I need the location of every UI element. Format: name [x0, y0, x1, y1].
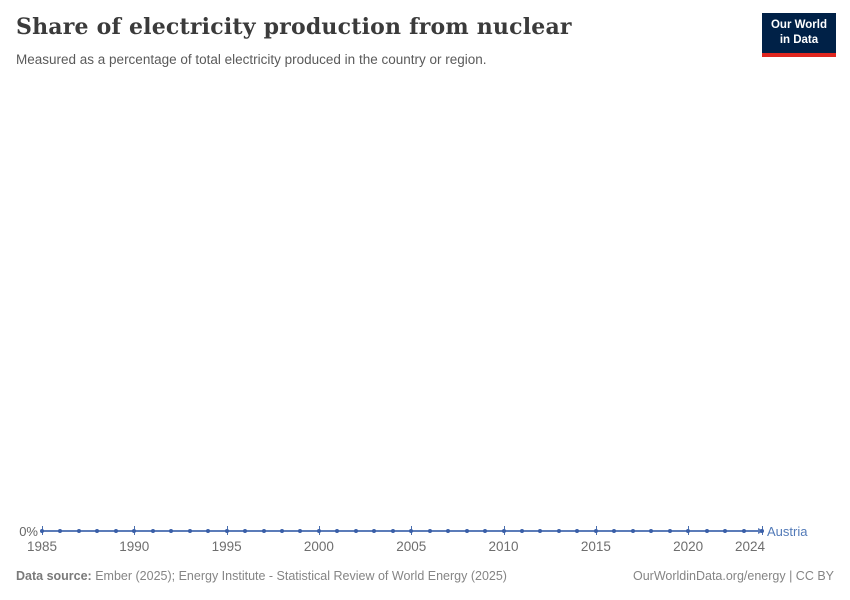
- data-point[interactable]: [501, 529, 506, 533]
- data-point[interactable]: [206, 529, 211, 533]
- data-point[interactable]: [187, 529, 192, 533]
- data-point[interactable]: [630, 529, 635, 533]
- data-point[interactable]: [741, 529, 746, 533]
- y-axis-zero-label: 0%: [19, 524, 38, 539]
- data-point[interactable]: [483, 529, 488, 533]
- data-point[interactable]: [335, 529, 340, 533]
- data-point[interactable]: [556, 529, 561, 533]
- data-point[interactable]: [280, 529, 284, 533]
- data-point[interactable]: [316, 529, 321, 533]
- data-point[interactable]: [169, 529, 174, 533]
- data-point[interactable]: [575, 529, 580, 533]
- x-tick-label: 2005: [396, 539, 427, 554]
- data-point[interactable]: [390, 529, 395, 533]
- data-point[interactable]: [40, 529, 44, 533]
- data-point[interactable]: [723, 529, 728, 533]
- x-tick-label: 1985: [26, 539, 58, 554]
- x-tick-label: 2024: [734, 539, 766, 554]
- data-point[interactable]: [261, 529, 266, 533]
- x-tick-label: 2000: [303, 539, 334, 554]
- data-point[interactable]: [520, 529, 524, 533]
- data-source-note: Data source: Ember (2025); Energy Instit…: [16, 569, 507, 583]
- data-point[interactable]: [132, 529, 137, 533]
- data-point[interactable]: [667, 529, 672, 533]
- data-point[interactable]: [464, 529, 469, 533]
- data-point[interactable]: [649, 529, 654, 533]
- data-point[interactable]: [243, 529, 248, 533]
- data-point[interactable]: [76, 529, 81, 533]
- x-tick-label: 2010: [488, 539, 519, 554]
- owid-logo[interactable]: Our World in Data: [761, 13, 836, 57]
- x-tick-label: 1995: [211, 539, 242, 554]
- data-point[interactable]: [150, 529, 155, 533]
- austria-series-line[interactable]: [42, 530, 760, 532]
- page-title: Share of electricity production from nuc…: [16, 14, 572, 40]
- data-point[interactable]: [353, 529, 358, 533]
- data-point[interactable]: [58, 529, 63, 533]
- data-source-text: Ember (2025); Energy Institute - Statist…: [95, 569, 507, 583]
- data-source-label: Data source:: [16, 569, 92, 583]
- page-subtitle: Measured as a percentage of total electr…: [16, 52, 487, 67]
- footer-attribution: OurWorldinData.org/energy | CC BY: [632, 569, 834, 583]
- data-point[interactable]: [409, 529, 414, 533]
- entity-label-austria[interactable]: Austria: [767, 524, 808, 539]
- x-tick-label: 2015: [580, 539, 611, 554]
- data-point[interactable]: [704, 529, 709, 533]
- data-point[interactable]: [427, 529, 432, 533]
- data-point[interactable]: [95, 529, 100, 533]
- data-point[interactable]: [298, 529, 303, 533]
- x-tick-label: 2020: [673, 539, 704, 554]
- data-point[interactable]: [686, 529, 691, 533]
- x-tick-label: 1990: [119, 539, 150, 554]
- data-point[interactable]: [224, 529, 229, 533]
- owid-logo-line1: Our World: [770, 19, 827, 31]
- data-point[interactable]: [113, 529, 118, 533]
- data-point[interactable]: [593, 529, 598, 533]
- data-point[interactable]: [372, 529, 377, 533]
- data-point[interactable]: [612, 529, 617, 533]
- data-point[interactable]: [538, 529, 543, 533]
- data-point[interactable]: [760, 529, 764, 533]
- owid-logo-line2: in Data: [779, 33, 819, 46]
- data-point[interactable]: [446, 529, 451, 533]
